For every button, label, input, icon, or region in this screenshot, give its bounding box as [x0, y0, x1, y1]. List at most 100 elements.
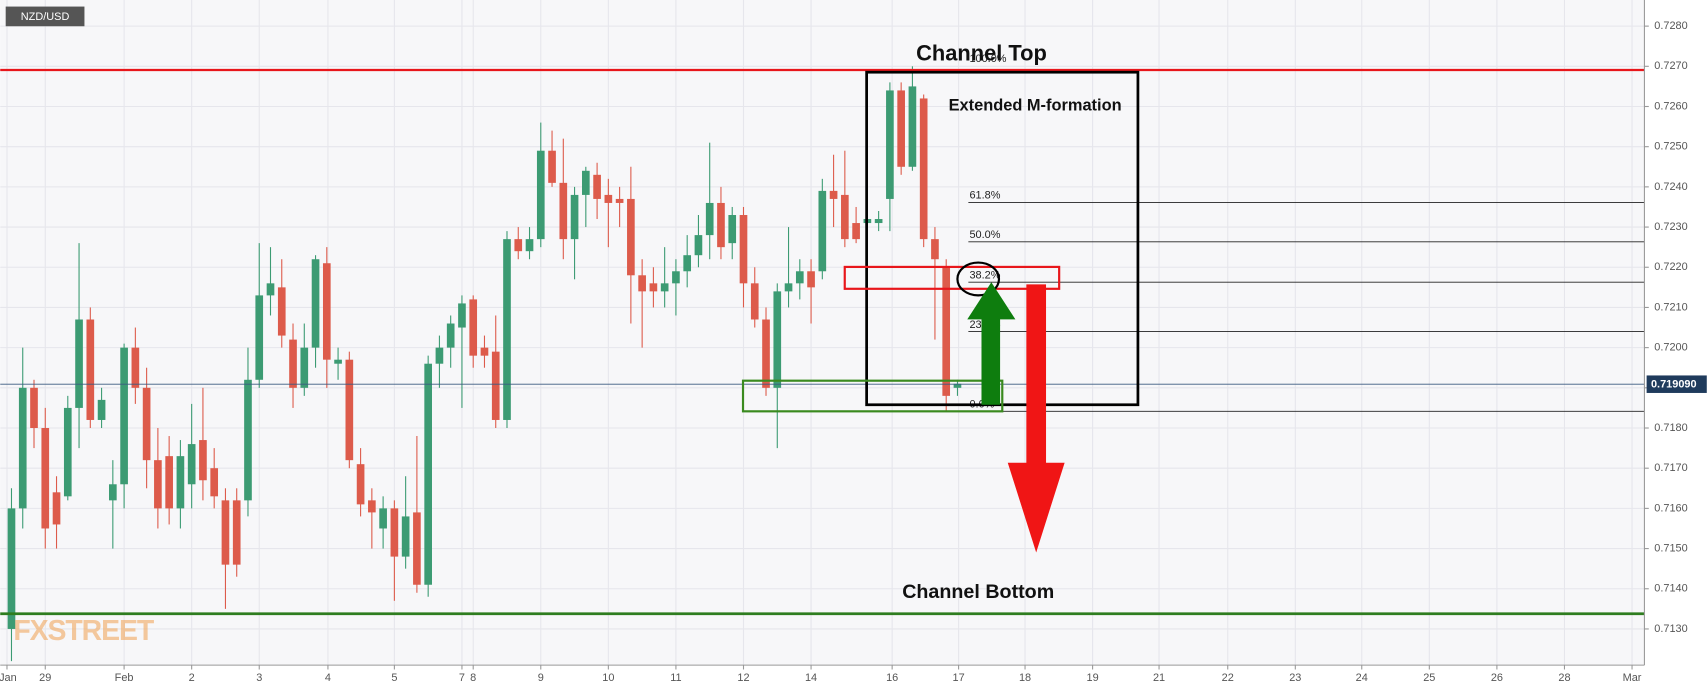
y-tick-label: 0.7270 [1654, 60, 1687, 72]
candle-body [199, 440, 207, 481]
annotation: Channel Bottom [902, 581, 1054, 603]
candle-body [244, 379, 252, 501]
y-tick-label: 0.7260 [1654, 100, 1687, 112]
candle-body [931, 239, 939, 260]
candle-body [953, 383, 962, 388]
candle-body [142, 387, 151, 461]
candle-body [390, 508, 399, 557]
candle-body [807, 271, 815, 288]
x-tick-label: 23 [1289, 672, 1301, 684]
up-arrow [967, 282, 1016, 405]
candle-body [41, 428, 50, 529]
level-circle [956, 261, 1001, 297]
plot-background [0, 0, 1644, 665]
candle-body [593, 174, 601, 199]
candle-body [829, 190, 838, 199]
y-tick-label: 0.7180 [1654, 422, 1687, 434]
x-tick-label: 4 [325, 672, 331, 684]
candle-body [852, 223, 860, 240]
fib-label: 50.0% [969, 229, 1000, 241]
x-tick-label: 16 [886, 672, 898, 684]
candle-body [638, 275, 646, 292]
y-tick-label: 0.7150 [1654, 542, 1687, 554]
candle-body [368, 500, 376, 513]
candle-body [86, 319, 95, 420]
candle-body [289, 339, 297, 388]
candle-body [458, 303, 466, 328]
candle-body [795, 271, 804, 284]
candle-body [255, 295, 264, 380]
y-tick-label: 0.7230 [1654, 221, 1687, 233]
candle-body [435, 347, 444, 364]
fib-label: 100.0% [969, 53, 1006, 65]
candle-body [570, 194, 579, 240]
candle-body [413, 512, 421, 585]
candle-body [424, 363, 432, 585]
x-tick-label: 12 [737, 672, 749, 684]
x-tick-label: 26 [1491, 672, 1503, 684]
y-tick-label: 0.7220 [1654, 261, 1687, 273]
candle-body [277, 287, 286, 336]
candle-body [266, 283, 275, 296]
x-tick-label: 8 [470, 672, 476, 684]
candle-body [705, 202, 714, 236]
y-tick-label: 0.7130 [1654, 623, 1687, 635]
candle-body [784, 283, 793, 292]
x-tick-label: 9 [538, 672, 544, 684]
candle-body [649, 283, 658, 292]
annotation: Channel Top [916, 40, 1047, 65]
candle-body [604, 194, 613, 203]
x-tick-label: Jan [0, 672, 17, 684]
x-tick-label: 19 [1087, 672, 1099, 684]
x-tick-label: 14 [805, 672, 817, 684]
candle-body [232, 500, 241, 565]
y-tick-label: 0.7250 [1654, 141, 1687, 153]
x-tick-label: 22 [1222, 672, 1234, 684]
candle-body [773, 291, 782, 388]
support-box [741, 379, 1004, 413]
x-tick-label: Mar [1623, 672, 1642, 684]
down-arrow [1007, 284, 1065, 553]
candle-body [187, 444, 196, 485]
candle-body [908, 86, 917, 167]
candle-body [525, 239, 534, 252]
y-tick-label: 0.7160 [1654, 502, 1687, 514]
x-tick-label: 18 [1019, 672, 1031, 684]
candle-body [401, 516, 410, 557]
x-tick-label: 5 [391, 672, 397, 684]
candle-body [75, 319, 83, 408]
candle-body [334, 359, 342, 364]
x-tick-label: 11 [670, 672, 681, 684]
y-tick-label: 0.7240 [1654, 181, 1687, 193]
candle-body [660, 283, 669, 292]
fib-label: 61.8% [969, 190, 1000, 202]
x-tick-label: 7 [459, 672, 465, 684]
candle-body [717, 202, 725, 248]
candle-body [739, 215, 748, 284]
candle-body [30, 387, 38, 429]
candle-body [615, 198, 624, 203]
candle-body [379, 508, 387, 529]
candle-body [18, 387, 27, 509]
candle-body [818, 190, 827, 272]
candle-body [120, 347, 128, 485]
candle-body [480, 347, 489, 356]
chart-title: NZD/USD [21, 11, 70, 23]
candle-body [536, 150, 545, 240]
candles [7, 66, 962, 662]
overlay: 100.0%61.8%50.0%38.2%23.6%0.0%Channel To… [0, 40, 1645, 616]
y-tick-label: 0.7280 [1654, 20, 1687, 32]
candle-body [221, 500, 230, 565]
candle-body [469, 299, 478, 356]
x-tick-label: 17 [953, 672, 965, 684]
candle-body [683, 255, 692, 272]
y-tick-label: 0.7200 [1654, 342, 1687, 354]
symbol-badge [5, 6, 85, 27]
x-tick-label: 2 [189, 672, 195, 684]
resistance-box [843, 265, 1061, 290]
candle-body [514, 239, 523, 252]
candle-body [841, 194, 849, 240]
candle-body [762, 319, 770, 388]
candle-body [300, 347, 309, 388]
